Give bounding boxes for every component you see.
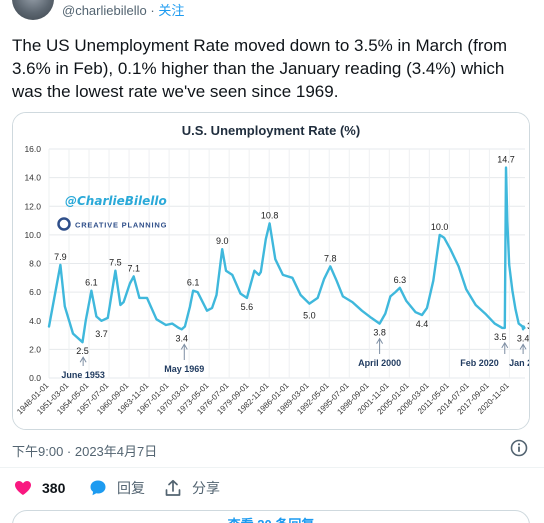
tweet-timestamp[interactable]: 下午9:00 · 2023年4月7日 [12, 444, 158, 459]
annotations: June 1953 May 1969 April 2000 Feb 2020 Jan 2… [61, 337, 530, 380]
data-label: 10.0 [431, 222, 449, 232]
chart-title: U.S. Unemployment Rate (%) [182, 123, 360, 138]
share-label: 分享 [192, 480, 220, 496]
tweet-text: The US Unemployment Rate moved down to 3… [12, 36, 508, 101]
data-label: 9.0 [216, 236, 229, 246]
chart-background [13, 113, 529, 429]
annotation-arrowhead [501, 341, 509, 349]
share-icon [165, 479, 181, 496]
data-label: 3.8 [373, 328, 386, 338]
y-tick-label: 8.0 [29, 259, 41, 269]
data-label: 4.4 [416, 319, 429, 329]
annotation-label: April 2000 [358, 358, 401, 368]
annotation-label: Feb 2020 [460, 358, 499, 368]
data-label: 5.6 [241, 302, 254, 312]
heart-icon [15, 481, 31, 495]
author-handle[interactable]: @charliebilello [62, 3, 147, 18]
info-icon[interactable] [510, 439, 528, 457]
data-label: 5.0 [303, 310, 316, 320]
y-tick-label: 10.0 [24, 230, 41, 240]
creative-planning-logo-icon [57, 217, 71, 231]
data-label: 6.1 [85, 278, 98, 288]
y-tick-label: 12.0 [24, 201, 41, 211]
data-label: 3.5 [494, 332, 507, 342]
watermark-layer: @CharlieBilello CREATIVE PLANNING [57, 194, 167, 231]
y-tick-label: 0.0 [29, 373, 41, 383]
data-label: 7.9 [54, 252, 67, 262]
action-bar: 380 回复 分享 [0, 474, 544, 502]
follow-button[interactable]: 关注 [158, 3, 185, 18]
y-tick-label: 14.0 [24, 173, 41, 183]
data-label: 2.5 [76, 346, 89, 356]
share-button[interactable]: 分享 [164, 474, 220, 502]
data-label: 3.4 [175, 333, 188, 343]
y-tick-label: 6.0 [29, 287, 41, 297]
data-label: 7.1 [127, 263, 140, 273]
like-button[interactable]: 380 [14, 474, 65, 502]
reply-label: 回复 [117, 480, 145, 496]
data-label: 3.4 [517, 333, 530, 343]
handle-separator: · [146, 3, 159, 18]
data-label: 3.7 [95, 329, 108, 339]
annotation-arrowhead [79, 356, 87, 363]
watermark-handle: @CharlieBilello [65, 194, 167, 208]
chart-image-card[interactable]: @CharlieBilello CREATIVE PLANNING U.S. U… [12, 112, 530, 430]
data-label: 14.7 [497, 155, 515, 165]
annotation-arrowhead [180, 343, 188, 350]
series-line-unemployment-rate [47, 166, 526, 344]
y-axis: 0.0 2.0 4.0 6.0 8.0 10.0 12.0 14.0 16.0 [24, 144, 41, 383]
divider [0, 467, 544, 468]
unemployment-chart: @CharlieBilello CREATIVE PLANNING U.S. U… [13, 113, 530, 429]
annotation-arrowhead [376, 337, 384, 344]
annotation-label: May 1969 [164, 364, 204, 374]
annotation-label: Jan 2023 [509, 358, 530, 368]
y-tick-label: 2.0 [29, 344, 41, 354]
author-line: @charliebilello · 关注 [62, 0, 184, 19]
avatar[interactable] [12, 0, 54, 20]
grid-layer [48, 148, 525, 379]
reply-button[interactable]: 回复 [89, 474, 145, 502]
tweet-header: @charliebilello · 关注 [0, 0, 544, 20]
y-tick-label: 4.0 [29, 316, 41, 326]
data-label: 7.5 [109, 258, 122, 268]
like-count: 380 [42, 480, 66, 496]
data-label: 6.3 [394, 275, 407, 285]
watermark-brand: CREATIVE PLANNING [75, 221, 167, 230]
data-label: 10.8 [261, 210, 279, 220]
annotation-label: June 1953 [61, 370, 105, 380]
y-tick-label: 16.0 [24, 144, 41, 154]
speech-bubble-icon [90, 480, 106, 496]
data-labels: 7.9 2.5 6.1 3.7 7.5 7.1 3.4 6.1 9.0 5.6 10.8 5.0 7.8… [54, 155, 530, 357]
show-more-replies-button[interactable]: 查看 20 条回复 [12, 510, 530, 523]
data-label: 6.1 [187, 278, 200, 288]
data-label: 3.5 [527, 321, 530, 331]
annotation-arrowhead [519, 343, 527, 350]
data-label: 7.8 [324, 253, 337, 263]
